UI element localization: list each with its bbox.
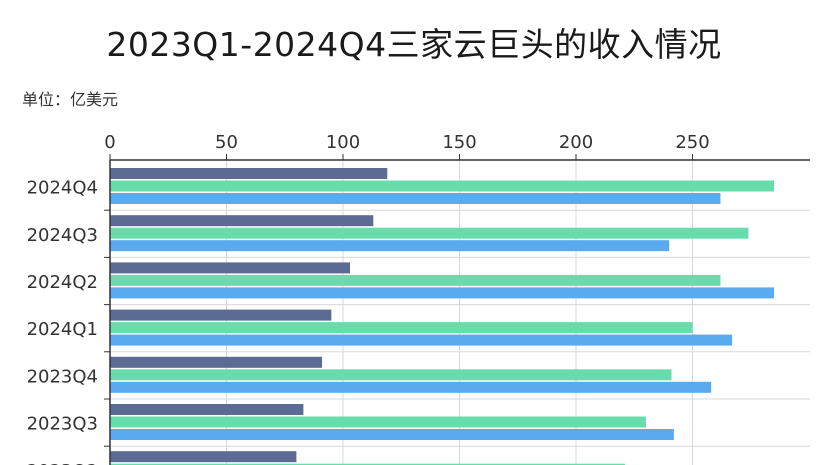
bar-2024Q3-series-3 [110,240,670,252]
category-label-2024Q3: 2024Q3 [27,225,98,246]
bar-2023Q4-series-3 [110,381,712,393]
bar-2023Q3-series-3 [110,429,674,440]
x-tick-label-0: 0 [104,132,115,153]
bars [110,168,775,465]
bar-2024Q4-series-3 [110,193,721,204]
bar-2024Q2-series-1 [110,262,350,274]
category-label-2024Q4: 2024Q4 [27,178,98,199]
x-tick-label-50: 50 [215,132,238,153]
bar-2024Q2-series-2 [110,274,721,286]
bar-2024Q3-series-2 [110,227,749,239]
bar-2024Q4-series-1 [110,168,388,179]
unit-label: 单位：亿美元 [22,90,119,109]
category-label-2024Q2: 2024Q2 [27,272,98,293]
x-axis-ticks: 0 50 100 150 200 250 [104,132,710,447]
bar-2023Q3-series-1 [110,404,304,415]
bar-2024Q1-series-3 [110,334,733,346]
x-tick-label-200: 200 [559,132,593,153]
bar-2023Q4-series-2 [110,369,672,381]
x-tick-label-150: 150 [442,132,476,153]
category-label-2023Q3: 2023Q3 [27,414,98,435]
bar-2024Q4-series-2 [110,180,775,192]
bar-2023Q4-series-1 [110,356,323,368]
bar-2024Q1-series-2 [110,322,693,334]
bar-2024Q2-series-3 [110,287,775,299]
bar-2024Q1-series-1 [110,309,332,321]
category-label-2024Q1: 2024Q1 [27,319,98,340]
bar-2023Q2-series-1 [110,451,297,463]
x-tick-label-100: 100 [326,132,360,153]
chart-title: 2023Q1-2024Q4三家云巨头的收入情况 [106,25,722,64]
category-label-2023Q2: 2023Q2 [27,461,98,465]
bar-2023Q2-series-2 [110,463,625,465]
category-label-2023Q4: 2023Q4 [27,366,98,387]
bar-2023Q3-series-2 [110,416,646,428]
category-labels: 2024Q4 2024Q3 2024Q2 2024Q1 2023Q4 2023Q3 2023… [27,178,98,465]
x-tick-label-250: 250 [675,132,709,153]
bar-2024Q3-series-1 [110,215,374,227]
